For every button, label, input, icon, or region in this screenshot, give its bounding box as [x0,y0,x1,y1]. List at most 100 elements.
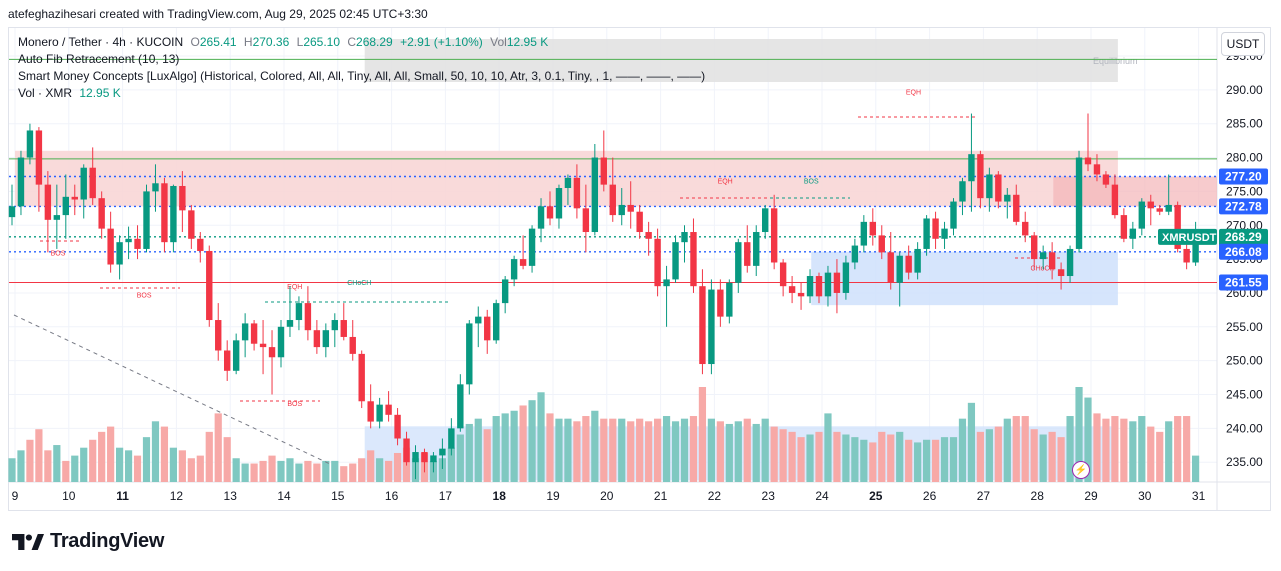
volume-bar [878,431,886,482]
candle-body [1138,201,1145,229]
volume-bar [896,431,904,482]
open-value: 265.41 [199,35,237,49]
candle-body [726,282,733,317]
volume-bar [492,416,500,482]
annotation-label: EQH [906,90,921,97]
volume-bar [474,418,482,482]
annotation-label: BOS [287,401,302,408]
volume-bar [887,434,895,482]
volume-bar [923,439,931,482]
volume-bar [98,431,106,482]
volume-bar [555,418,563,482]
x-tick-label: 29 [1084,489,1098,503]
candle-body [493,303,500,341]
candle-body [259,343,267,348]
x-tick-label: 16 [385,489,399,503]
x-tick-label: 14 [277,489,291,503]
volume-bar [313,463,321,482]
candle-body [125,238,132,243]
y-tick-label: 280.00 [1226,151,1263,165]
flash-icon[interactable]: ⚡ [1072,461,1090,479]
volume-bar [949,437,958,482]
candle-body [878,235,885,253]
candle-body [322,330,330,348]
chart-frame [8,27,1271,511]
low-label: L [296,35,304,49]
candle-body [1165,204,1172,212]
volume-bar [259,460,267,482]
indicator-smc[interactable]: Smart Money Concepts [LuxAlgo] (Historic… [18,69,706,83]
candle-body [206,250,213,321]
candle-body [600,157,607,185]
candle-body [905,255,912,273]
candle-body [232,340,240,371]
candle-body [519,259,527,266]
volume-bar [465,423,473,482]
indicator-volume[interactable]: Vol · XMR 12.95 K [18,85,705,102]
x-tick-label: 26 [923,489,937,503]
candle-body [788,286,796,293]
volume-bar [1021,416,1029,482]
y-tick-label: 250.00 [1226,354,1263,368]
volume-bar [8,458,16,482]
candle-body [1057,269,1065,277]
volume-bar [600,418,608,482]
candle-body [466,323,473,385]
candles [8,113,1199,480]
candle-body [367,401,374,422]
candle-body [241,323,249,341]
indicator-fib[interactable]: Auto Fib Retracement (10, 13) [18,52,180,66]
volume-bar [1192,455,1200,482]
volume-bar [618,418,626,482]
volume-bar [142,437,151,482]
time-axis[interactable]: 9 10 11 12 13 14 15 16 17 18 19 20 21 22 23 24 25 26 27 28 2… [12,489,1206,503]
volume-bar [1111,416,1119,482]
volume-bar [160,426,169,482]
tradingview-logo: TradingView [12,530,164,553]
candle-body [376,404,383,422]
volume-bar [1048,431,1056,482]
volume-bar [322,460,330,482]
volume-bar [734,421,742,482]
candle-body [53,215,61,220]
candle-body [824,272,832,297]
candle-body [1102,174,1110,185]
candle-body [80,167,87,200]
candle-body [663,279,670,287]
candle-body [977,154,984,199]
candle-body [385,404,392,415]
annotation-label: BOS [51,251,66,258]
candle-body [941,228,948,239]
candle-body [152,183,159,192]
candle-body [1022,221,1029,236]
candle-body [313,330,321,348]
candle-body [475,316,482,324]
candle-body [627,204,634,212]
volume-bar [286,458,294,482]
vol-value: 12.95 K [506,35,549,49]
volume-bar [680,418,689,482]
volume-bar [627,421,635,482]
candle-body [215,320,222,351]
volume-bar [958,418,967,482]
symbol-row[interactable]: Monero / Tether · 4h · KUCOIN O265.41 H2… [18,34,705,51]
volume-bar [393,452,402,482]
high-value: 270.36 [252,35,290,49]
volume-bar [268,455,276,482]
volume-bar [815,431,823,482]
candle-body [1129,228,1137,239]
volume-bar [232,458,240,482]
candle-body [8,206,16,218]
volume-bar [976,431,984,482]
currency-button[interactable]: USDT [1221,32,1265,56]
candle-body [62,196,69,216]
volume-bar [26,439,34,482]
candle-body [869,221,876,236]
zone-equilibrium [364,39,1118,82]
volume-bar [1066,416,1074,482]
volume-bar [967,402,976,482]
candle-body [672,242,679,280]
volume-bar [89,439,97,482]
vol-label: Vol [490,35,507,49]
